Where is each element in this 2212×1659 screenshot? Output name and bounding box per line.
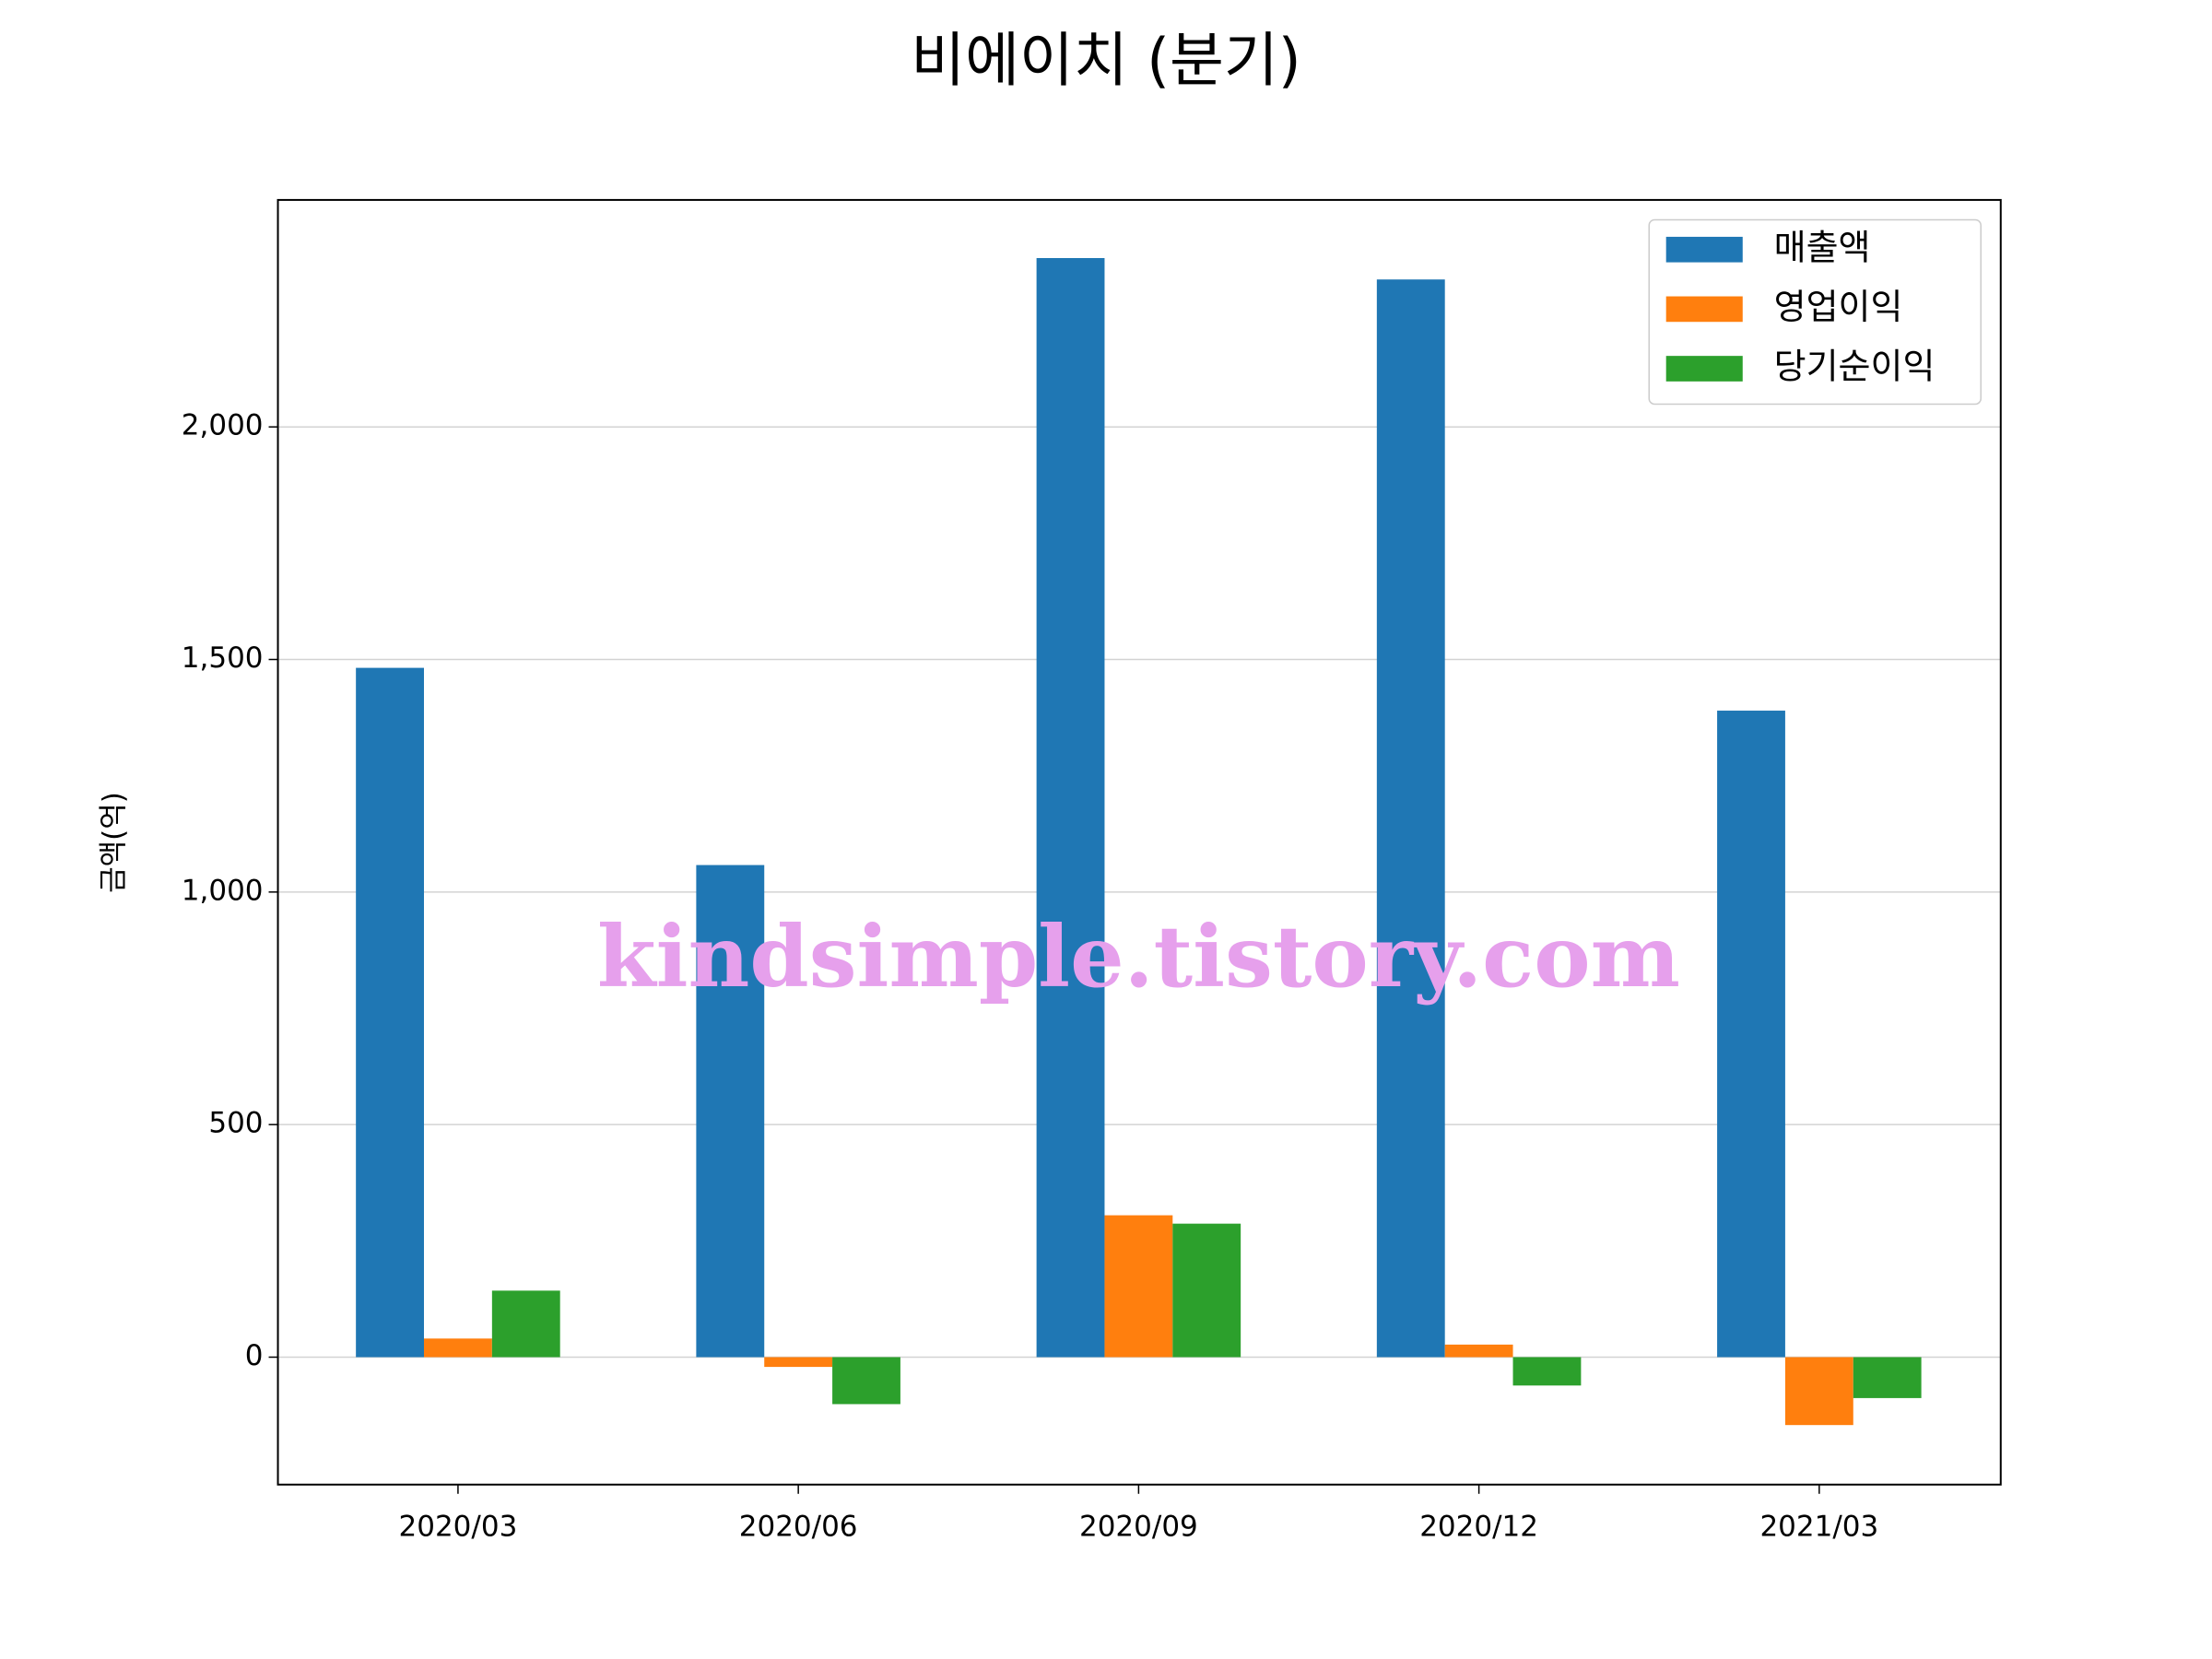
y-axis-label: 금액(억) [98,792,131,893]
bar [1717,711,1785,1358]
plot-frame [276,198,2002,1486]
legend-swatch [1665,236,1743,263]
x-tick-label: 2020/09 [1079,1510,1198,1543]
x-tick-label: 2020/06 [739,1510,858,1543]
bar [424,1338,492,1358]
bar [1376,279,1445,1358]
bar [1784,1357,1853,1426]
bar [356,667,424,1358]
x-tick-label: 2021/03 [1759,1510,1878,1543]
legend-swatch [1665,356,1743,382]
legend-swatch [1665,296,1743,323]
y-tick-label: 2,000 [182,409,264,442]
bar [491,1290,560,1358]
bar [764,1357,833,1368]
x-tick-label: 2020/03 [399,1510,518,1543]
bar [1444,1344,1513,1358]
bar [1512,1357,1582,1386]
legend-label: 당기순이익 [1774,347,1936,387]
y-tick-label: 0 [245,1339,264,1372]
bar [696,865,765,1358]
y-tick-label: 500 [208,1107,263,1140]
bar [832,1357,900,1405]
legend-label: 매출액 [1774,227,1871,267]
y-tick-label: 1,500 [182,641,264,675]
y-tick-label: 1,000 [182,874,264,907]
legend-label: 영업이익 [1774,287,1903,327]
watermark: kindsimple.tistory.com [597,907,1680,1006]
bar [1104,1215,1173,1358]
x-tick-label: 2020/12 [1419,1510,1538,1543]
bar [1853,1357,1922,1398]
bar [1036,258,1105,1358]
bar [1172,1223,1241,1358]
chart-title: 비에이치 (분기) [911,28,1301,96]
